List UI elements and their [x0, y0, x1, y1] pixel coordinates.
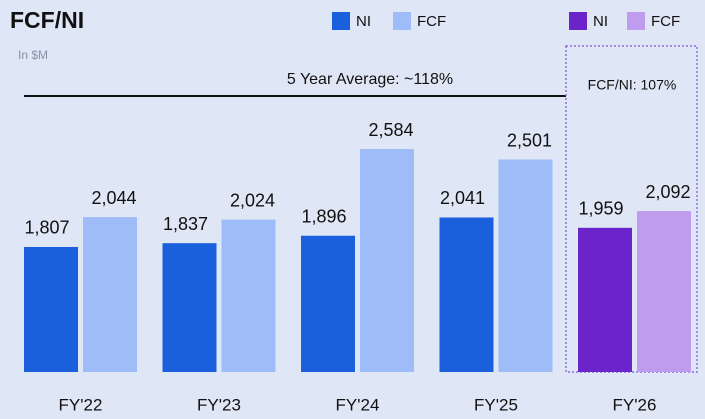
x-tick-label: FY'22 [59, 395, 103, 414]
value-label: 2,584 [368, 120, 413, 140]
legend-swatch [332, 12, 350, 30]
value-label: 1,837 [163, 214, 208, 234]
bar [360, 149, 414, 372]
value-label: 2,092 [645, 182, 690, 202]
bar [637, 211, 691, 372]
legend-label: NI [356, 13, 371, 30]
bar [578, 227, 632, 372]
legend-label: FCF [417, 13, 446, 30]
legend-label: FCF [651, 13, 680, 30]
highlight-box [565, 45, 698, 373]
bar [83, 217, 137, 372]
chart-subtitle: In $M [18, 48, 48, 62]
bar [162, 243, 217, 372]
chart-title: FCF/NI [10, 7, 84, 33]
x-tick-label: FY'26 [613, 395, 657, 414]
value-label: 2,024 [230, 190, 275, 210]
value-label: 1,807 [24, 218, 69, 238]
bar [221, 219, 276, 372]
legend-swatch [393, 12, 411, 30]
x-tick-label: FY'24 [336, 395, 380, 414]
value-label: 2,501 [507, 130, 552, 150]
legend-swatch [627, 12, 645, 30]
legend-swatch [569, 12, 587, 30]
value-label: 1,896 [301, 207, 346, 227]
x-tick-label: FY'25 [474, 395, 518, 414]
bar [301, 235, 355, 372]
annotation: FCF/NI: 107% [588, 77, 677, 93]
value-label: 1,959 [578, 199, 623, 219]
x-tick-label: FY'23 [197, 395, 241, 414]
legend-label: NI [593, 13, 608, 30]
annotation: 5 Year Average: ~118% [287, 71, 453, 88]
bar [24, 246, 78, 372]
value-label: 2,041 [440, 188, 485, 208]
bar [498, 159, 553, 372]
value-label: 2,044 [91, 188, 136, 208]
bar [439, 217, 494, 372]
